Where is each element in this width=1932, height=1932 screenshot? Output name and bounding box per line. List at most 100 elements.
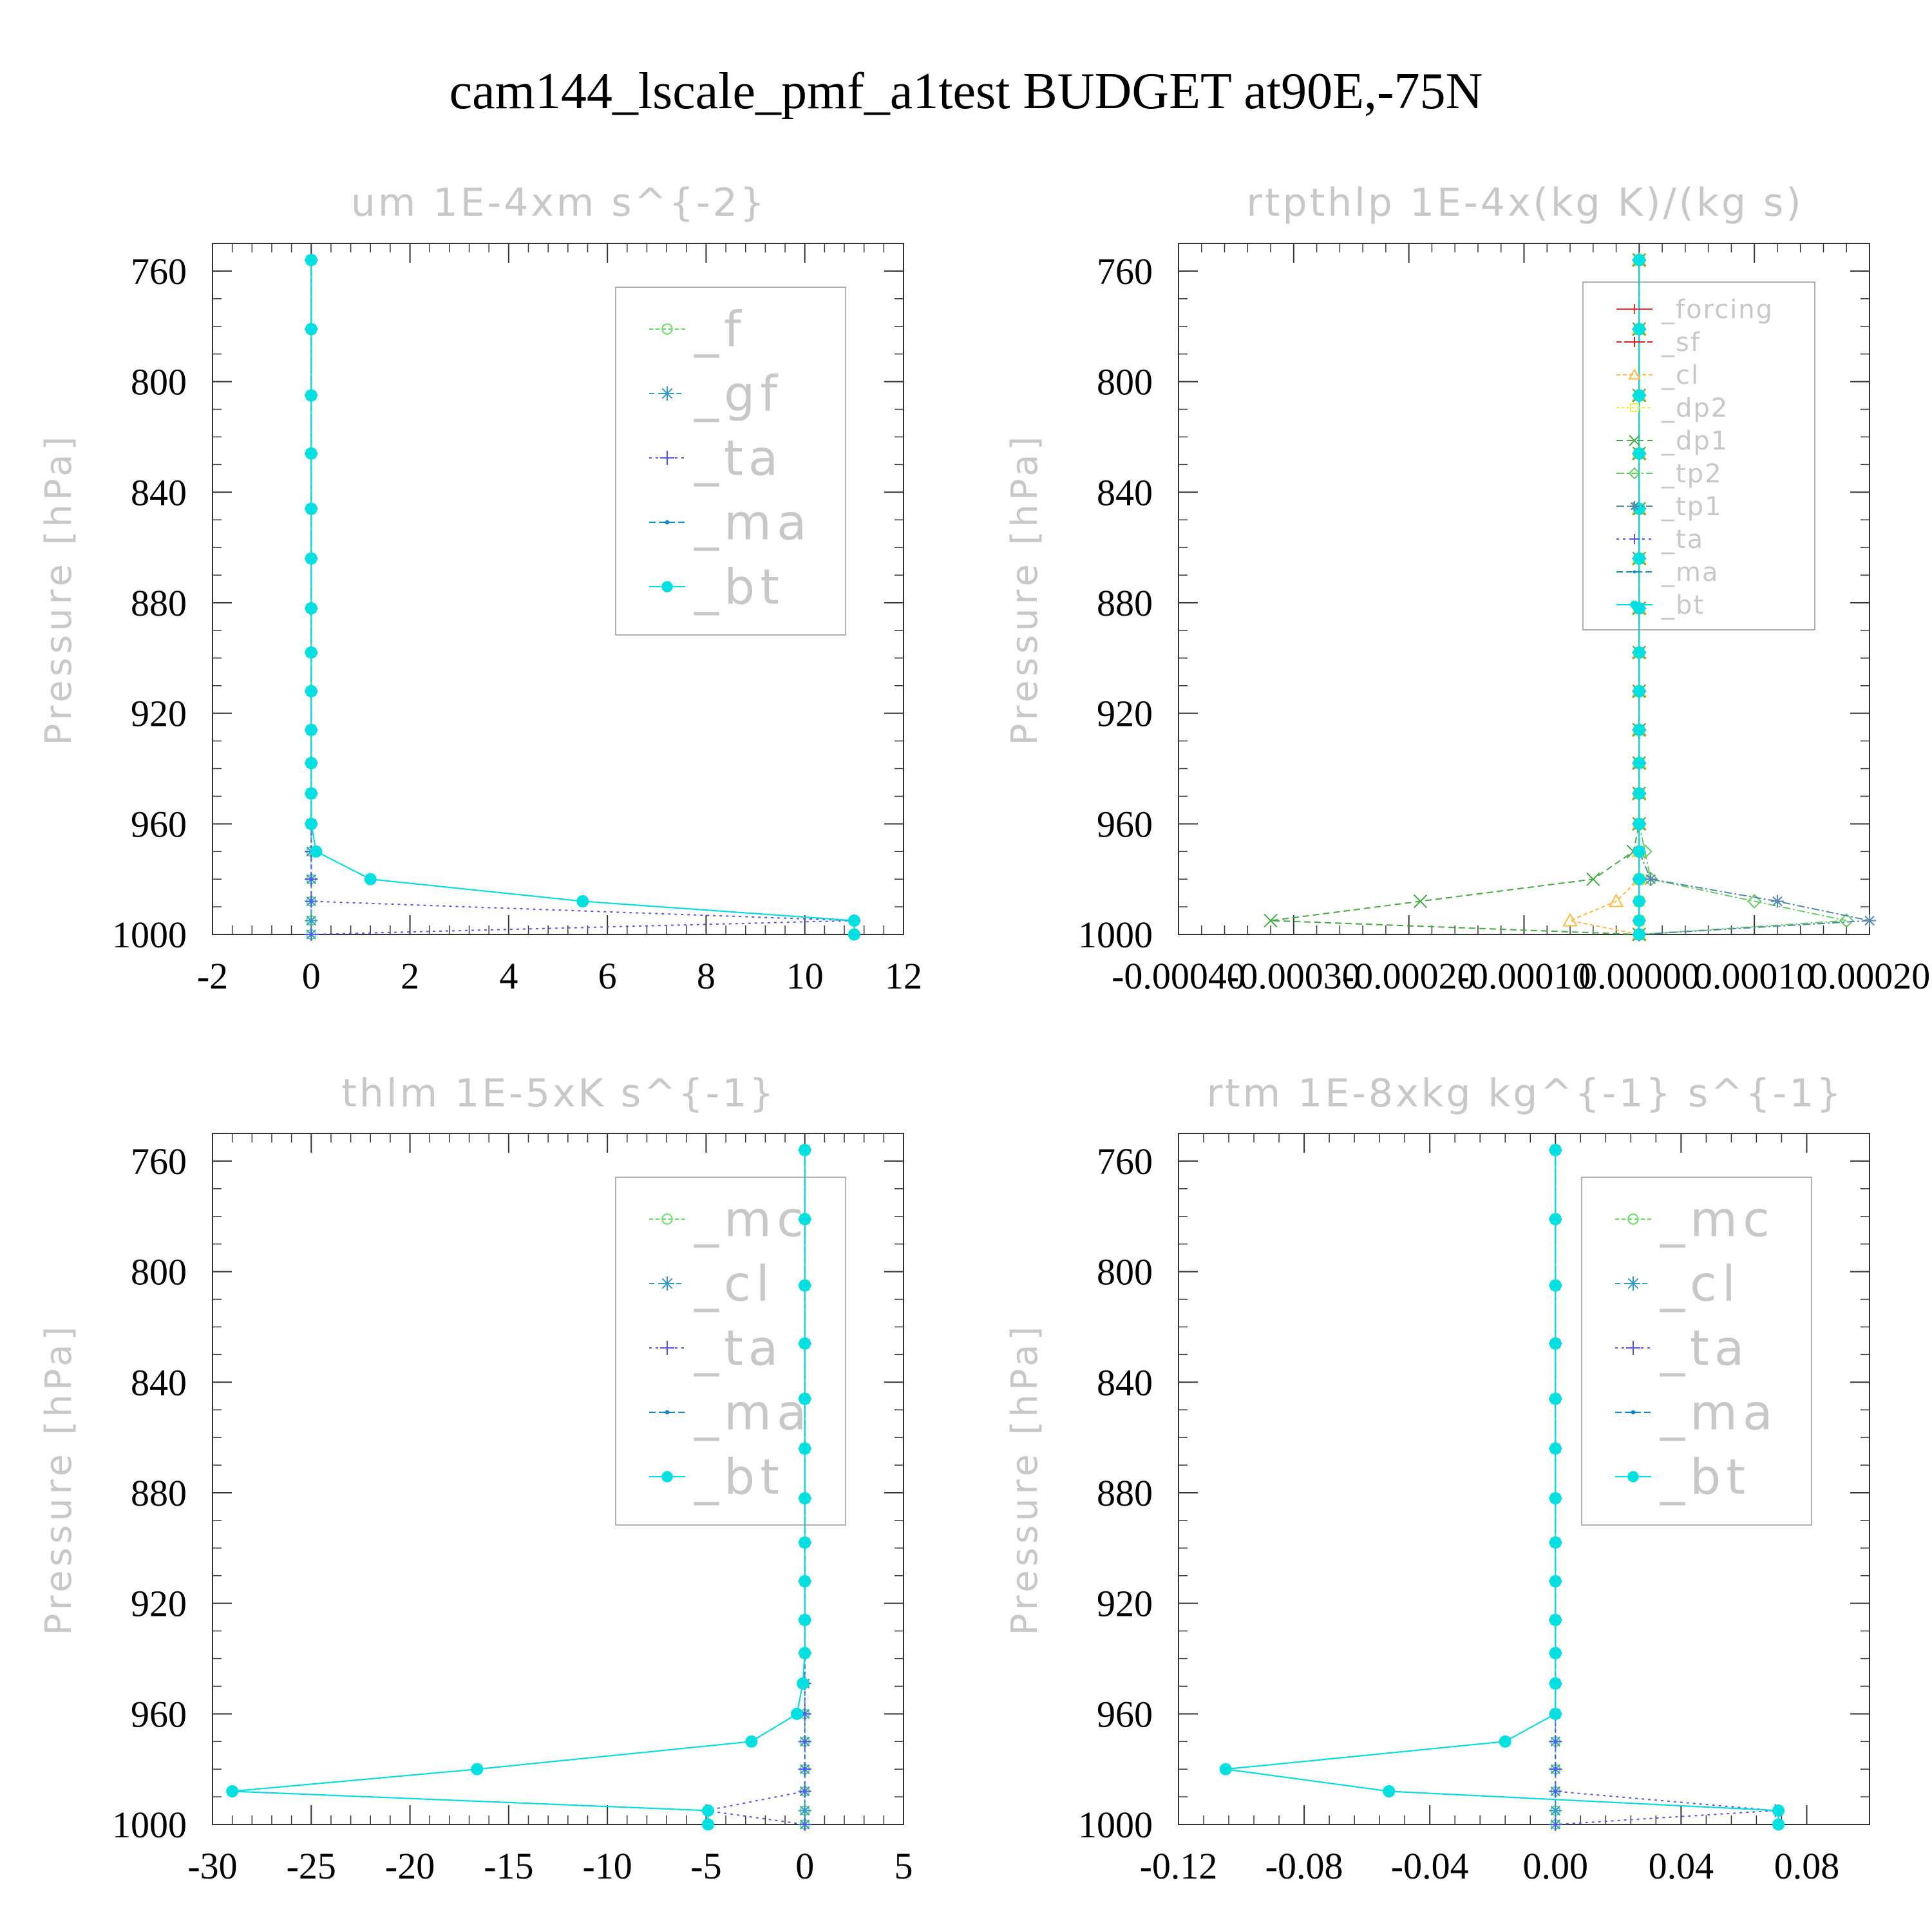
legend-box xyxy=(615,287,846,636)
x-tick-label: -0.00010 xyxy=(1457,955,1591,997)
y-tick-label: 1000 xyxy=(112,1804,187,1846)
plus-marker xyxy=(305,895,318,908)
bt-marker xyxy=(1633,685,1645,697)
legend-entry: _cl xyxy=(649,1255,770,1312)
bt-marker xyxy=(1633,873,1645,886)
bt-marker xyxy=(1383,1785,1396,1797)
bt-marker xyxy=(1549,1279,1562,1292)
panel-title: um 1E-4xm s^{-2} xyxy=(351,180,767,225)
legend-entry: _forcing xyxy=(1616,295,1774,325)
legend-label: _ma xyxy=(1661,558,1719,587)
bt-marker xyxy=(1549,1213,1562,1226)
asterisk-marker xyxy=(798,1804,811,1817)
bt-marker xyxy=(1549,1647,1562,1660)
asterisk-marker xyxy=(1629,501,1640,511)
legend-entry: _dp1 xyxy=(1616,426,1727,456)
bt-marker xyxy=(790,1707,803,1720)
legend: _forcing _sf _cl _dp2_dp1_tp2_tp1 _ta _ma _bt xyxy=(1582,281,1815,630)
x-tick-label: 6 xyxy=(598,955,617,997)
bt-marker xyxy=(799,1392,811,1405)
x-tick-label: 2 xyxy=(401,955,419,997)
bt-marker xyxy=(226,1785,239,1797)
plot-frame xyxy=(212,1133,904,1825)
bt-marker xyxy=(1633,817,1645,830)
asterisk-marker xyxy=(660,1276,674,1291)
plus-marker xyxy=(660,451,674,465)
plus-marker xyxy=(1549,1818,1562,1831)
y-axis-label: Pressure [hPa] xyxy=(1004,433,1046,746)
plus-marker xyxy=(798,1785,811,1798)
bt-marker xyxy=(1633,928,1645,941)
bt-marker xyxy=(1633,389,1645,402)
legend-entry: _tp1 xyxy=(1616,492,1721,522)
y-tick-label: 800 xyxy=(1097,1251,1153,1293)
bt-marker xyxy=(1633,757,1645,770)
legend: _mc _cl _ta _ma _bt xyxy=(1581,1177,1812,1526)
bt-marker xyxy=(1549,1144,1562,1157)
plus-marker xyxy=(1549,1763,1562,1776)
legend-label: _forcing xyxy=(1661,295,1774,325)
bt-marker xyxy=(661,1471,673,1482)
legend-label: _bt xyxy=(1661,591,1705,620)
circle-marker xyxy=(661,1213,673,1225)
diamond-marker xyxy=(1839,913,1854,928)
y-tick-label: 920 xyxy=(131,693,187,735)
legend-label: _ta xyxy=(694,430,783,487)
legend-entry: _mc xyxy=(649,1191,804,1248)
bt-marker xyxy=(1633,323,1645,336)
x-tick-label: -30 xyxy=(187,1845,237,1887)
legend-label: _sf xyxy=(1661,328,1701,357)
asterisk-marker xyxy=(1626,1276,1640,1291)
dot-marker xyxy=(665,1410,670,1415)
bt-marker xyxy=(305,447,317,460)
bt-marker xyxy=(471,1763,484,1776)
legend-entry: _ma xyxy=(649,1384,807,1441)
x-tick-label: 4 xyxy=(499,955,518,997)
series-bt xyxy=(226,1144,811,1831)
legend-entry: _ta xyxy=(1616,525,1703,554)
plus-marker xyxy=(305,873,318,886)
x-tick-label: -0.00030 xyxy=(1227,955,1361,997)
cross-marker xyxy=(1413,894,1428,909)
y-tick-label: 760 xyxy=(131,1141,187,1182)
legend: _f _gf _ta _ma _bt xyxy=(615,287,846,636)
bt-marker xyxy=(1630,600,1639,609)
cross-marker xyxy=(1629,435,1640,446)
bt-marker xyxy=(799,1536,811,1549)
y-tick-label: 960 xyxy=(131,1693,187,1735)
x-tick-label: 5 xyxy=(895,1845,913,1887)
bt-marker xyxy=(1219,1763,1232,1776)
plus-marker xyxy=(660,1341,674,1355)
x-tick-label: 0.04 xyxy=(1649,1845,1714,1887)
legend-entry: _cl xyxy=(1616,361,1698,390)
x-tick-label: -25 xyxy=(287,1845,336,1887)
panel-title: thlm 1E-5xK s^{-1} xyxy=(341,1071,776,1116)
bt-marker xyxy=(1549,1707,1562,1720)
x-tick-label: -0.00040 xyxy=(1112,955,1245,997)
y-tick-label: 920 xyxy=(131,1583,187,1625)
x-tick-label: -0.12 xyxy=(1140,1845,1218,1887)
series-line xyxy=(310,260,855,934)
plus-marker xyxy=(1549,1735,1562,1748)
bt-marker xyxy=(305,757,317,770)
chart-panel-3: thlm 1E-5xK s^{-1} Pressure [hPa] -30 -25 -2… xyxy=(38,1071,913,1887)
bt-marker xyxy=(745,1735,758,1748)
bt-marker xyxy=(1633,552,1645,565)
bt-marker xyxy=(1549,1536,1562,1549)
x-tick-label: -2 xyxy=(197,955,228,997)
bt-marker xyxy=(305,817,317,830)
legend-entry: _sf xyxy=(1616,328,1701,357)
legend-label: _mc xyxy=(1660,1191,1775,1248)
bt-marker xyxy=(1549,1392,1562,1405)
bt-marker xyxy=(1633,845,1645,858)
bt-marker xyxy=(1633,914,1645,927)
y-axis-label: Pressure [hPa] xyxy=(1004,1323,1046,1636)
x-tick-label: -5 xyxy=(690,1845,721,1887)
dot-marker xyxy=(1631,1410,1636,1415)
y-tick-label: 760 xyxy=(131,251,187,292)
y-tick-label: 840 xyxy=(131,471,187,513)
y-tick-label: 920 xyxy=(1097,1583,1153,1625)
legend-label: _dp2 xyxy=(1661,393,1728,423)
asterisk-marker xyxy=(1549,1804,1562,1817)
